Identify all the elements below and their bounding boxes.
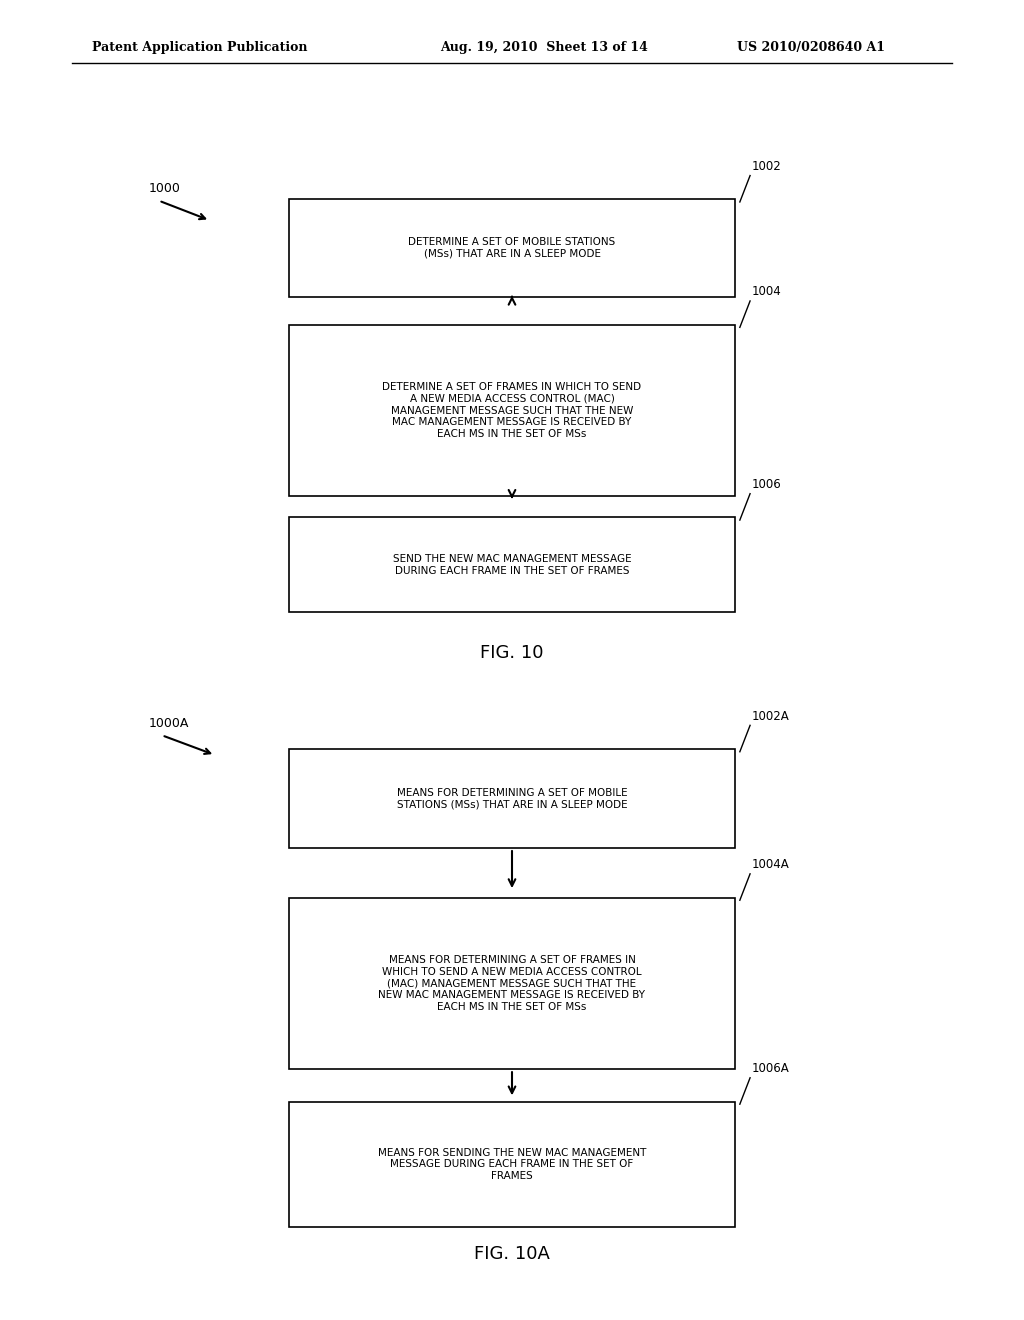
- FancyBboxPatch shape: [289, 517, 735, 612]
- FancyBboxPatch shape: [289, 898, 735, 1069]
- Text: 1004: 1004: [752, 285, 782, 298]
- Text: 1002: 1002: [752, 160, 782, 173]
- Text: 1000: 1000: [148, 182, 180, 195]
- Text: 1006A: 1006A: [752, 1063, 790, 1074]
- Text: MEANS FOR SENDING THE NEW MAC MANAGEMENT
MESSAGE DURING EACH FRAME IN THE SET OF: MEANS FOR SENDING THE NEW MAC MANAGEMENT…: [378, 1147, 646, 1181]
- Text: Aug. 19, 2010  Sheet 13 of 14: Aug. 19, 2010 Sheet 13 of 14: [440, 41, 648, 54]
- Text: 1004A: 1004A: [752, 858, 790, 871]
- Text: 1002A: 1002A: [752, 710, 790, 722]
- FancyBboxPatch shape: [289, 1101, 735, 1228]
- Text: DETERMINE A SET OF FRAMES IN WHICH TO SEND
A NEW MEDIA ACCESS CONTROL (MAC)
MANA: DETERMINE A SET OF FRAMES IN WHICH TO SE…: [382, 383, 642, 438]
- Text: Patent Application Publication: Patent Application Publication: [92, 41, 307, 54]
- Text: MEANS FOR DETERMINING A SET OF FRAMES IN
WHICH TO SEND A NEW MEDIA ACCESS CONTRO: MEANS FOR DETERMINING A SET OF FRAMES IN…: [379, 956, 645, 1011]
- FancyBboxPatch shape: [289, 748, 735, 847]
- FancyBboxPatch shape: [289, 199, 735, 297]
- Text: FIG. 10: FIG. 10: [480, 644, 544, 663]
- Text: FIG. 10A: FIG. 10A: [474, 1245, 550, 1263]
- FancyBboxPatch shape: [289, 325, 735, 496]
- Text: US 2010/0208640 A1: US 2010/0208640 A1: [737, 41, 886, 54]
- Text: MEANS FOR DETERMINING A SET OF MOBILE
STATIONS (MSs) THAT ARE IN A SLEEP MODE: MEANS FOR DETERMINING A SET OF MOBILE ST…: [396, 788, 628, 809]
- Text: DETERMINE A SET OF MOBILE STATIONS
(MSs) THAT ARE IN A SLEEP MODE: DETERMINE A SET OF MOBILE STATIONS (MSs)…: [409, 238, 615, 259]
- Text: SEND THE NEW MAC MANAGEMENT MESSAGE
DURING EACH FRAME IN THE SET OF FRAMES: SEND THE NEW MAC MANAGEMENT MESSAGE DURI…: [392, 554, 632, 576]
- Text: 1000A: 1000A: [148, 717, 188, 730]
- Text: 1006: 1006: [752, 478, 782, 491]
